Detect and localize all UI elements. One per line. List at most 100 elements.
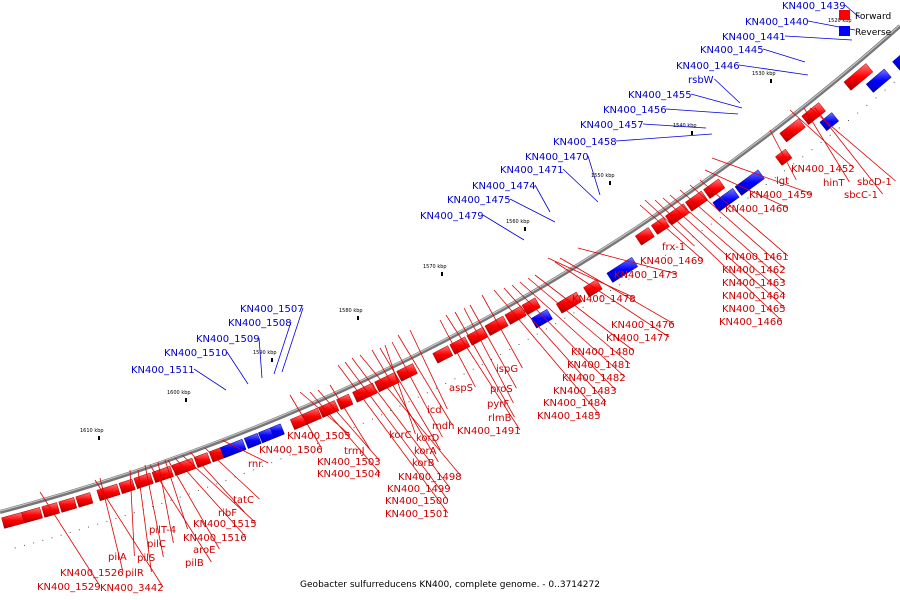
- leader-line: [527, 277, 631, 365]
- reverse-gene: [269, 423, 285, 439]
- ring-dot: [875, 97, 877, 99]
- gene-label-kn400-1498: KN400_1498: [398, 472, 462, 483]
- ring-dot: [527, 338, 529, 340]
- reverse-gene: [819, 112, 840, 132]
- leader-line: [344, 361, 449, 501]
- gene-label-kn400-1457: KN400_1457: [580, 120, 644, 131]
- leader-line: [704, 169, 789, 209]
- forward-gene: [96, 483, 121, 502]
- kbp-label: 1580 kbp: [339, 308, 363, 314]
- label-leader-lines: [39, 4, 896, 588]
- ring-dot: [866, 104, 868, 106]
- kbp-label: 1590 kbp: [253, 350, 277, 356]
- reverse-gene: [219, 438, 247, 459]
- gene-label-kn400-1445: KN400_1445: [700, 45, 764, 56]
- leader-line: [289, 394, 323, 450]
- ring-dot: [811, 149, 813, 151]
- gene-label-ispg: ispG: [496, 364, 518, 375]
- gene-label-korc: korC: [389, 430, 412, 441]
- leader-line: [174, 457, 247, 538]
- gene-label-kn400-1526: KN400_1526: [60, 568, 124, 579]
- gene-label-kn400-1462: KN400_1462: [722, 265, 786, 276]
- ring-dot: [619, 284, 621, 286]
- ring-dot: [628, 278, 630, 280]
- ring-dot: [197, 490, 199, 492]
- gene-label-kn400-1455: KN400_1455: [628, 90, 692, 101]
- gene-label-kn400-1475: KN400_1475: [447, 195, 511, 206]
- leader-line: [577, 247, 678, 275]
- gene-label-kn400-1507: KN400_1507: [240, 304, 304, 315]
- leader-line: [439, 319, 476, 388]
- ring-dot: [765, 184, 767, 186]
- legend-reverse-label: Reverse: [855, 28, 892, 38]
- gene-label-frx-1: frx-1: [662, 242, 685, 253]
- ring-dot: [820, 141, 822, 143]
- gene-label-rlmb: rlmB: [488, 413, 512, 424]
- ring-dot: [793, 163, 795, 165]
- gene-label-kn400-1441: KN400_1441: [722, 32, 786, 43]
- legend-forward-label: Forward: [855, 12, 891, 22]
- gene-label-kn400-1458: KN400_1458: [553, 137, 617, 148]
- ring-dot: [133, 512, 135, 514]
- forward-gene: [432, 345, 454, 364]
- reverse-gene: [865, 68, 892, 93]
- ring-dot: [344, 431, 346, 433]
- ring-dot: [610, 290, 612, 292]
- gene-features: [1, 54, 900, 529]
- leader-line: [94, 479, 164, 588]
- kbp-tick: [271, 358, 273, 362]
- leader-line: [711, 157, 813, 195]
- kbp-labels: 1520 kbp 1530 kbp 1540 kbp 1550 kbp 1560 kbp…: [80, 18, 852, 440]
- ring-dot: [115, 518, 117, 520]
- ring-dot: [701, 229, 703, 231]
- ring-dot: [646, 266, 648, 268]
- ring-dot: [774, 177, 776, 179]
- kbp-tick: [185, 398, 187, 402]
- forward-gene: [583, 279, 603, 298]
- ring-dot: [60, 534, 62, 536]
- leader-line: [587, 155, 601, 196]
- kbp-tick: [609, 181, 611, 185]
- leader-line: [511, 284, 617, 391]
- leader-line: [129, 469, 135, 557]
- forward-gene: [21, 507, 43, 524]
- ring-dot: [847, 119, 849, 121]
- gene-label-kn400-1478: KN400_1478: [572, 294, 636, 305]
- leader-line: [391, 341, 443, 438]
- gene-label-kn400-1485: KN400_1485: [537, 411, 601, 422]
- forward-gene: [484, 315, 509, 336]
- forward-gene: [634, 227, 655, 246]
- gene-label-kn400-1469: KN400_1469: [640, 256, 704, 267]
- ring-dot: [445, 383, 447, 385]
- ring-dot: [893, 81, 895, 83]
- leader-line: [221, 439, 269, 464]
- ring-dot: [371, 418, 373, 420]
- gene-label-kn400-1477: KN400_1477: [606, 333, 670, 344]
- ring-dot: [500, 354, 502, 356]
- leader-line: [689, 184, 786, 270]
- forward-gene: [118, 478, 136, 495]
- ring-dot: [152, 506, 154, 508]
- leader-line: [615, 133, 713, 142]
- gene-label-pros: proS: [490, 384, 513, 395]
- ring-dot: [829, 134, 831, 136]
- leader-line: [309, 391, 381, 474]
- forward-gene: [775, 148, 793, 166]
- ring-dot: [436, 387, 438, 389]
- gene-label-kn400-1508: KN400_1508: [228, 318, 292, 329]
- ring-dot: [408, 401, 410, 403]
- gene-label-kn400-1515: KN400_1515: [193, 519, 257, 530]
- gene-label-kn400-1481: KN400_1481: [567, 360, 631, 371]
- ring-dot: [42, 539, 44, 541]
- ring-dot: [362, 422, 364, 424]
- kbp-label: 1570 kbp: [423, 264, 447, 270]
- gene-label-kn400-1456: KN400_1456: [603, 105, 667, 116]
- leader-line: [654, 199, 783, 322]
- leader-line: [559, 257, 675, 325]
- gene-label-pilb: pilB: [185, 558, 204, 569]
- gene-label-kn400-1511: KN400_1511: [131, 365, 195, 376]
- leader-line: [784, 35, 853, 41]
- gene-label-pilr: pilR: [125, 568, 144, 579]
- ring-dot: [564, 317, 566, 319]
- gene-label-rsbw: rsbW: [688, 75, 714, 86]
